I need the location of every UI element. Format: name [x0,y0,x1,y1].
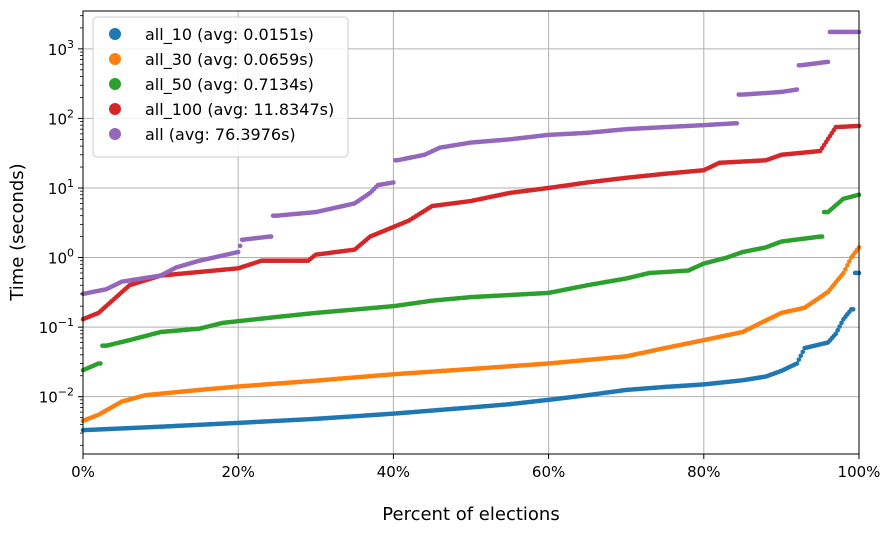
legend-marker-0 [109,28,121,40]
data-point [847,259,852,264]
legend: all_10 (avg: 0.0151s) all_30 (avg: 0.0659… [92,16,349,158]
data-point [845,262,850,268]
series-layer [80,29,862,433]
data-point [391,180,396,185]
data-point [850,307,856,312]
legend-marker-3 [109,103,121,115]
data-point [235,249,241,255]
data-point [839,320,844,326]
data-point [734,121,740,126]
data-point [98,361,103,366]
legend-marker-1 [109,53,121,65]
series-0 [80,270,862,433]
legend-label-3: all_100 (avg: 11.8347s) [145,100,334,120]
data-point [819,234,825,239]
data-point [794,361,800,366]
data-point [837,324,842,329]
legend-label-2: all_50 (avg: 0.7134s) [145,75,314,95]
y-tick-label: 100 [48,247,74,268]
y-axis-title: Time (seconds) [7,163,28,301]
data-point [841,270,846,276]
x-tick-label: 80% [687,463,720,481]
x-tick-label: 60% [532,463,565,481]
series-2 [80,192,862,373]
series-1 [80,245,862,424]
legend-marker-4 [109,128,121,140]
data-point [800,349,806,355]
plot-area-frame [82,10,860,455]
data-point [237,243,243,249]
y-tick-label: 101 [48,177,74,198]
data-point [796,357,802,362]
data-point [843,266,848,272]
legend-label-0: all_10 (avg: 0.0151s) [145,25,314,45]
x-tick-label: 0% [71,463,95,481]
data-point [794,87,800,92]
y-axis: 10−2 10−1 100 101 102 103 [39,15,83,446]
x-tick-label: 20% [222,463,255,481]
legend-label-4: all (avg: 76.3976s) [145,125,296,144]
y-tick-label: 103 [48,38,74,59]
x-axis-title: Percent of elections [382,504,559,525]
x-tick-label: 100% [838,463,881,481]
y-tick-label: 102 [48,107,74,128]
data-point [825,59,831,65]
legend-marker-2 [109,78,121,90]
data-point [833,331,839,337]
y-tick-label: 10−1 [39,316,74,337]
series-3 [80,123,862,322]
data-point [835,327,840,333]
y-tick-label: 10−2 [39,386,74,407]
legend-label-1: all_30 (avg: 0.0659s) [145,50,314,70]
x-tick-label: 40% [377,463,410,481]
series-4 [80,29,862,297]
legend-box [92,16,349,158]
data-point [268,234,274,239]
data-point [798,353,804,359]
x-axis: 0% 20% 40% 60% 80% 100% [71,454,880,481]
